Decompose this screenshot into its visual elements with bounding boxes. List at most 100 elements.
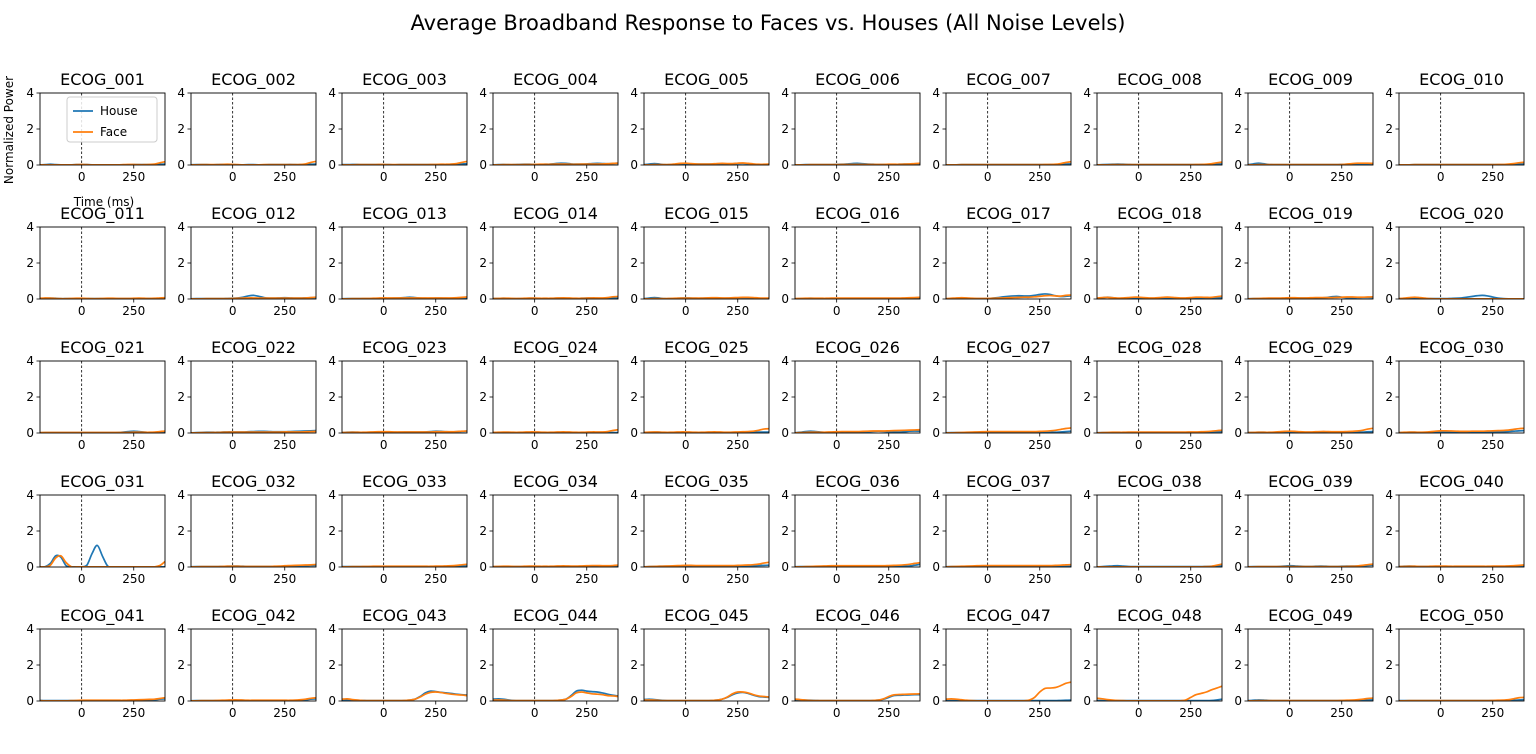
y-tick-label: 4 bbox=[932, 622, 940, 636]
panel-title: ECOG_018 bbox=[1117, 204, 1202, 224]
legend-box bbox=[66, 96, 158, 143]
x-tick-label: 250 bbox=[424, 706, 447, 720]
y-tick-label: 0 bbox=[630, 560, 638, 574]
y-tick-label: 4 bbox=[177, 622, 185, 636]
axes-frame bbox=[794, 92, 921, 166]
panel-title: ECOG_039 bbox=[1268, 472, 1353, 492]
x-tick-label: 250 bbox=[1028, 572, 1051, 586]
series-face-line bbox=[191, 160, 316, 165]
panel-title: ECOG_050 bbox=[1419, 606, 1504, 626]
x-tick-label: 0 bbox=[229, 438, 237, 452]
axes-frame bbox=[1247, 628, 1374, 702]
panel-title: ECOG_003 bbox=[362, 70, 447, 90]
y-tick-label: 2 bbox=[781, 256, 789, 270]
axes-frame bbox=[1096, 628, 1223, 702]
y-tick-label: 4 bbox=[328, 354, 336, 368]
axes-frame bbox=[39, 226, 166, 300]
y-tick-label: 0 bbox=[1385, 426, 1393, 440]
y-tick-label: 0 bbox=[177, 694, 185, 708]
panel-ecog-047: ECOG_047 0 2 4 0 250 bbox=[932, 606, 1072, 720]
x-tick-label: 0 bbox=[78, 304, 86, 318]
y-tick-label: 2 bbox=[1083, 390, 1091, 404]
x-tick-label: 0 bbox=[531, 304, 539, 318]
panel-title: ECOG_031 bbox=[60, 472, 145, 492]
y-tick-label: 4 bbox=[781, 622, 789, 636]
panel-title: ECOG_044 bbox=[513, 606, 598, 626]
y-tick-label: 4 bbox=[1083, 354, 1091, 368]
y-tick-label: 4 bbox=[1234, 622, 1242, 636]
panel-ecog-016: ECOG_016 0 2 4 0 250 bbox=[781, 204, 921, 318]
y-tick-label: 2 bbox=[26, 390, 34, 404]
x-tick-label: 250 bbox=[726, 170, 749, 184]
series-face-line bbox=[1399, 161, 1524, 165]
panel-title: ECOG_030 bbox=[1419, 338, 1504, 358]
panel-title: ECOG_032 bbox=[211, 472, 296, 492]
y-tick-label: 4 bbox=[1385, 622, 1393, 636]
x-tick-label: 250 bbox=[122, 438, 145, 452]
axes-frame bbox=[1398, 360, 1525, 434]
panel-ecog-001: ECOG_001 0 2 4 0 250 bbox=[26, 70, 166, 184]
panel-title: ECOG_006 bbox=[815, 70, 900, 90]
x-tick-label: 250 bbox=[726, 706, 749, 720]
x-tick-label: 250 bbox=[1179, 438, 1202, 452]
x-tick-label: 0 bbox=[833, 304, 841, 318]
x-tick-label: 250 bbox=[1330, 438, 1353, 452]
x-tick-label: 250 bbox=[575, 438, 598, 452]
y-tick-label: 0 bbox=[1234, 694, 1242, 708]
panel-title: ECOG_001 bbox=[60, 70, 145, 90]
y-tick-label: 0 bbox=[630, 694, 638, 708]
x-tick-label: 0 bbox=[682, 304, 690, 318]
axes-frame bbox=[794, 360, 921, 434]
y-tick-label: 0 bbox=[328, 292, 336, 306]
axes-frame bbox=[1096, 92, 1223, 166]
y-tick-label: 0 bbox=[781, 292, 789, 306]
axes-frame bbox=[1096, 226, 1223, 300]
y-tick-label: 2 bbox=[479, 256, 487, 270]
y-tick-label: 4 bbox=[1083, 488, 1091, 502]
x-tick-label: 250 bbox=[1179, 572, 1202, 586]
panel-ecog-037: ECOG_037 0 2 4 0 250 bbox=[932, 472, 1072, 586]
series-face-line bbox=[342, 691, 467, 701]
axes-frame bbox=[794, 494, 921, 568]
panel-ecog-002: ECOG_002 0 2 4 0 250 bbox=[177, 70, 317, 184]
axes-frame bbox=[341, 628, 468, 702]
x-tick-label: 0 bbox=[1286, 706, 1294, 720]
panel-ecog-042: ECOG_042 0 2 4 0 250 bbox=[177, 606, 317, 720]
panel-ecog-043: ECOG_043 0 2 4 0 250 bbox=[328, 606, 468, 720]
y-tick-label: 2 bbox=[328, 390, 336, 404]
x-tick-label: 0 bbox=[682, 438, 690, 452]
x-tick-label: 0 bbox=[1286, 438, 1294, 452]
series-face-line bbox=[342, 563, 467, 567]
axes-frame bbox=[1398, 494, 1525, 568]
x-tick-label: 250 bbox=[122, 170, 145, 184]
x-tick-label: 250 bbox=[877, 170, 900, 184]
y-tick-label: 0 bbox=[781, 426, 789, 440]
panel-ecog-015: ECOG_015 0 2 4 0 250 bbox=[630, 204, 770, 318]
panel-ecog-014: ECOG_014 0 2 4 0 250 bbox=[479, 204, 619, 318]
series-face-line bbox=[946, 427, 1071, 433]
y-tick-label: 0 bbox=[479, 426, 487, 440]
y-tick-label: 4 bbox=[630, 354, 638, 368]
y-tick-label: 4 bbox=[781, 488, 789, 502]
x-tick-label: 250 bbox=[575, 572, 598, 586]
axes-frame bbox=[1096, 360, 1223, 434]
axes-frame bbox=[794, 226, 921, 300]
series-face-line bbox=[1399, 696, 1524, 701]
axes-frame bbox=[1247, 226, 1374, 300]
panel-title: ECOG_041 bbox=[60, 606, 145, 626]
panel-title: ECOG_022 bbox=[211, 338, 296, 358]
y-tick-label: 4 bbox=[177, 488, 185, 502]
x-tick-label: 0 bbox=[229, 572, 237, 586]
axes-frame bbox=[643, 360, 770, 434]
axes-frame bbox=[190, 360, 317, 434]
x-tick-label: 250 bbox=[1481, 170, 1504, 184]
y-tick-label: 0 bbox=[1083, 560, 1091, 574]
panel-title: ECOG_049 bbox=[1268, 606, 1353, 626]
y-tick-label: 4 bbox=[1083, 220, 1091, 234]
y-tick-label: 2 bbox=[781, 524, 789, 538]
x-tick-label: 0 bbox=[380, 438, 388, 452]
x-tick-label: 0 bbox=[531, 170, 539, 184]
y-tick-label: 0 bbox=[781, 694, 789, 708]
series-face-line bbox=[795, 561, 920, 567]
series-face-line bbox=[191, 696, 316, 701]
